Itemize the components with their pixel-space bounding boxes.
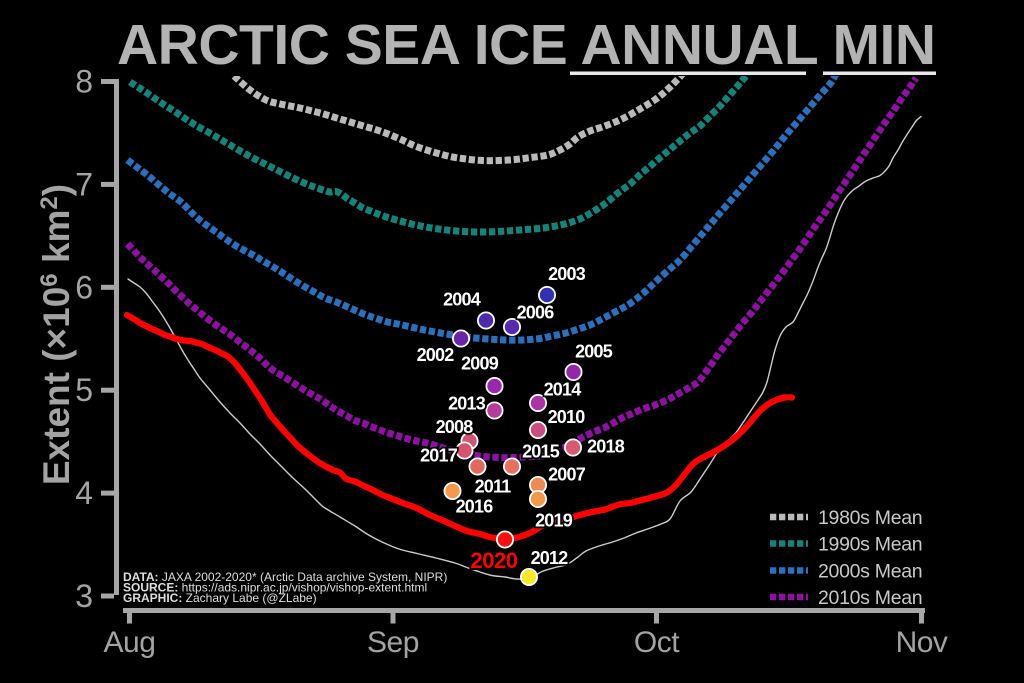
svg-text:2005: 2005 — [575, 342, 613, 362]
svg-text:2010s Mean: 2010s Mean — [818, 587, 922, 609]
svg-text:2010: 2010 — [548, 407, 586, 427]
svg-text:3: 3 — [75, 578, 93, 614]
svg-text:2004: 2004 — [443, 290, 481, 310]
svg-text:2019: 2019 — [535, 511, 573, 531]
svg-text:SOURCE: https://ads.nipr.ac.jp: SOURCE: https://ads.nipr.ac.jp/vishop/vi… — [123, 581, 427, 595]
svg-text:ARCTIC SEA ICE ANNUAL MIN: ARCTIC SEA ICE ANNUAL MIN — [117, 13, 935, 77]
svg-text:4: 4 — [75, 475, 93, 511]
svg-text:Oct: Oct — [634, 626, 680, 659]
svg-text:2013: 2013 — [448, 394, 486, 414]
svg-text:2012: 2012 — [531, 548, 569, 568]
svg-text:2014: 2014 — [544, 380, 582, 400]
svg-text:8: 8 — [75, 64, 93, 100]
svg-text:2016: 2016 — [456, 497, 494, 517]
svg-text:2008: 2008 — [436, 417, 474, 437]
svg-text:1980s Mean: 1980s Mean — [818, 507, 922, 529]
svg-text:GRAPHIC: Zachary Labe (@ZLabe): GRAPHIC: Zachary Labe (@ZLabe) — [123, 591, 317, 605]
svg-text:1990s Mean: 1990s Mean — [818, 534, 922, 556]
svg-text:2000s Mean: 2000s Mean — [818, 561, 922, 583]
svg-text:2011: 2011 — [475, 477, 512, 497]
svg-text:2003: 2003 — [548, 264, 586, 284]
svg-text:Extent (×106 km2): Extent (×106 km2) — [36, 184, 77, 485]
svg-text:5: 5 — [75, 372, 93, 408]
svg-text:2006: 2006 — [517, 303, 555, 323]
svg-text:2007: 2007 — [548, 465, 586, 485]
svg-text:2020: 2020 — [471, 548, 518, 573]
svg-text:Sep: Sep — [367, 626, 419, 659]
svg-text:2009: 2009 — [461, 354, 499, 374]
svg-text:2002: 2002 — [417, 345, 455, 365]
svg-text:7: 7 — [75, 166, 93, 202]
svg-text:2017: 2017 — [420, 446, 458, 466]
svg-text:2018: 2018 — [587, 437, 625, 457]
svg-text:Aug: Aug — [104, 626, 156, 659]
svg-text:Nov: Nov — [896, 626, 948, 659]
svg-text:6: 6 — [75, 269, 93, 305]
svg-text:DATA: JAXA 2002-2020* (Arctic: DATA: JAXA 2002-2020* (Arctic Data archi… — [123, 570, 447, 584]
svg-text:2015: 2015 — [522, 442, 560, 462]
